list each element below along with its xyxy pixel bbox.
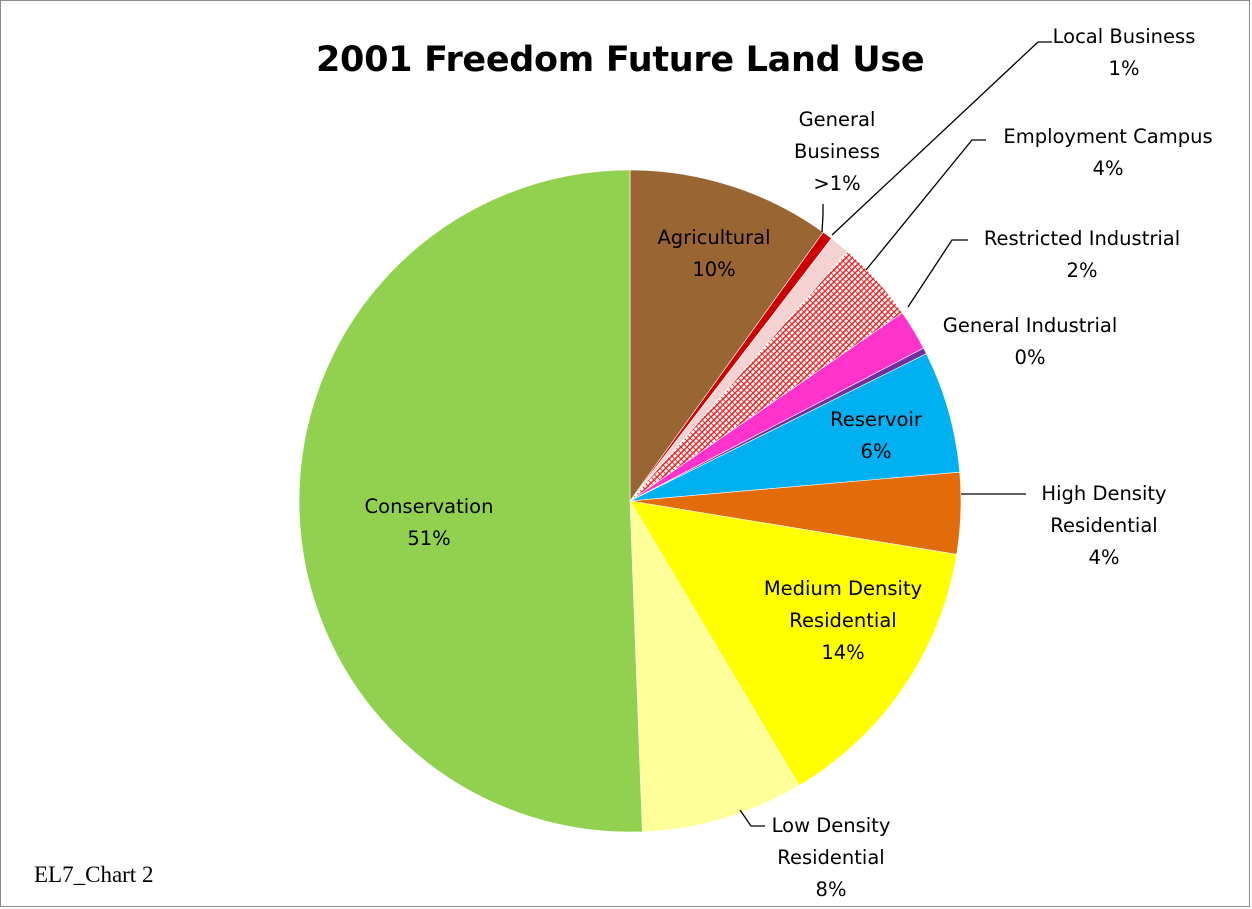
pie-slice-low-density-residential <box>629 500 800 833</box>
data-label-local-business: Local Business 1% <box>1053 25 1196 80</box>
data-label-agricultural: Agricultural 10% <box>657 226 770 281</box>
pie-slice-medium-density-residential <box>629 500 958 786</box>
data-label-high-density-residential: High Density Residential 4% <box>1041 482 1166 569</box>
pie-slice-reservoir <box>629 353 961 502</box>
pie-slices <box>298 169 962 833</box>
leader-line-restricted-industrial <box>907 239 968 308</box>
chart-title: 2001 Freedom Future Land Use <box>316 40 925 80</box>
pie-slice-conservation <box>298 169 643 833</box>
leader-line-employment-campus <box>865 139 986 271</box>
data-label-low-density-residential: Low Density Residential 8% <box>772 814 891 901</box>
chart-footnote: EL7_Chart 2 <box>34 862 154 887</box>
data-label-employment-campus: Employment Campus 4% <box>1003 125 1212 180</box>
data-label-restricted-industrial: Restricted Industrial 2% <box>984 227 1180 282</box>
data-label-general-business: General Business >1% <box>794 108 880 195</box>
data-label-general-industrial: General Industrial 0% <box>943 314 1118 369</box>
data-label-medium-density-residential: Medium Density Residential 14% <box>764 577 922 664</box>
data-label-conservation: Conservation 51% <box>365 495 494 550</box>
leader-line-low-density-residential <box>739 809 765 827</box>
leader-lines <box>739 41 1052 827</box>
data-labels: Agricultural 10% General Business >1% Local B… <box>365 25 1213 901</box>
leader-line-general-business <box>821 204 824 233</box>
leader-line-local-business <box>831 41 1052 236</box>
pie-slice-agricultural <box>629 169 824 502</box>
data-label-reservoir: Reservoir 6% <box>830 408 923 463</box>
